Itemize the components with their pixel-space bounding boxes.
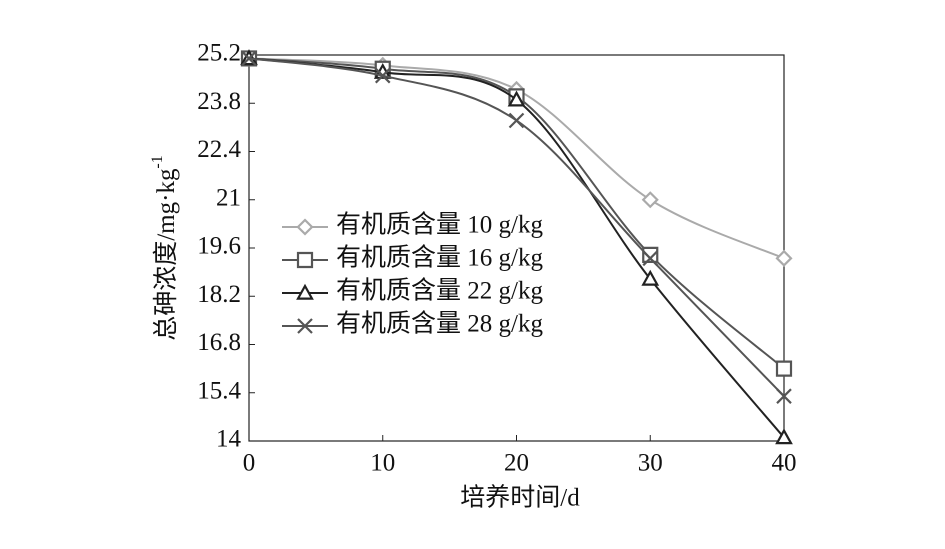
- y-tick-label: 21: [216, 184, 241, 211]
- marker: [297, 318, 313, 334]
- marker: [507, 90, 526, 107]
- legend-label: 有机质含量 28 g/kg: [336, 310, 543, 338]
- x-tick-label: 30: [638, 450, 663, 477]
- y-axis-title: 总砷浓度/mg·kg-1: [149, 155, 180, 341]
- y-axis-title-main: 总砷浓度/mg·kg: [152, 168, 180, 341]
- y-tick-label: 15.4: [197, 377, 241, 404]
- marker: [241, 50, 257, 67]
- legend-label: 有机质含量 16 g/kg: [336, 244, 543, 272]
- y-tick-label: 16.8: [197, 329, 241, 356]
- marker: [642, 246, 659, 263]
- marker: [776, 388, 792, 404]
- marker: [374, 67, 391, 84]
- marker: [775, 428, 793, 445]
- x-axis-title: 培养时间/d: [460, 484, 580, 512]
- x-tick-label: 10: [370, 450, 395, 477]
- marker: [641, 269, 660, 286]
- legend-label: 有机质含量 10 g/kg: [336, 211, 543, 239]
- y-tick-label: 18.2: [197, 281, 241, 308]
- x-tick-label: 40: [772, 450, 797, 477]
- x-tick-label: 0: [243, 450, 256, 477]
- y-axis-title-exponent: -1: [149, 155, 166, 168]
- marker: [775, 360, 793, 377]
- marker: [775, 249, 793, 267]
- marker: [508, 112, 525, 129]
- marker: [296, 283, 314, 300]
- marker: [296, 218, 314, 236]
- marker: [296, 251, 314, 269]
- series-line: [248, 57, 785, 439]
- marker: [641, 191, 659, 209]
- marker: [642, 250, 659, 267]
- y-tick-label: 14: [216, 426, 242, 453]
- x-tick-label: 20: [504, 450, 529, 477]
- legend-label: 有机质含量 22 g/kg: [336, 277, 543, 305]
- series-line: [248, 57, 785, 370]
- y-tick-label: 25.2: [197, 40, 241, 67]
- y-tick-label: 23.8: [197, 88, 241, 115]
- y-tick-label: 22.4: [197, 136, 241, 163]
- y-tick-label: 19.6: [197, 233, 241, 260]
